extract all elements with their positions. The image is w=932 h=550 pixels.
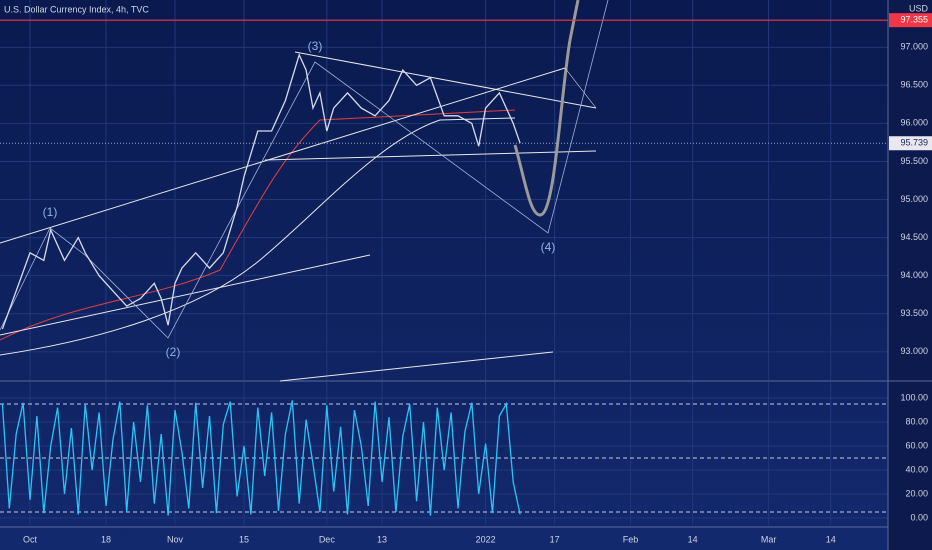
price-label-box: [889, 136, 932, 151]
trend-line: [264, 150, 597, 161]
price-label-box: [889, 13, 932, 28]
y-tick-label: 0.00: [910, 512, 928, 522]
y-tick-label: 94.000: [900, 270, 928, 280]
moving-average: [0, 117, 516, 356]
trend-line: [0, 254, 371, 336]
x-tick-label: 13: [377, 534, 387, 544]
x-tick-label: 14: [688, 534, 698, 544]
drawings: [0, 0, 609, 382]
y-tick-label: 93.000: [900, 346, 928, 356]
y-tick-label: 96.000: [900, 118, 928, 128]
projection: [513, 0, 580, 217]
wave-line: [0, 0, 609, 339]
y-tick-label: 96.500: [900, 80, 928, 90]
x-tick-label: Feb: [623, 534, 639, 544]
y-tick-label: 97.000: [900, 42, 928, 52]
moving-average: [0, 109, 516, 341]
trend-line: [0, 67, 566, 244]
wave-label: (4): [541, 240, 556, 254]
y-tick-label: 40.00: [905, 464, 928, 474]
y-tick-label: 80.00: [905, 416, 928, 426]
series-line: [1, 400, 521, 516]
y-tick-label: 94.500: [900, 232, 928, 242]
y-tick-label: 60.00: [905, 440, 928, 450]
x-tick-label: 18: [101, 534, 111, 544]
x-tick-label: Nov: [167, 534, 184, 544]
wave-label: (2): [166, 345, 181, 359]
x-tick-label: Mar: [761, 534, 777, 544]
x-tick-label: 15: [239, 534, 249, 544]
y-tick-label: 93.500: [900, 308, 928, 318]
trend-line: [294, 51, 597, 109]
wave-label: (3): [308, 39, 323, 53]
x-tick-label: 2022: [476, 534, 496, 544]
x-tick-label: Dec: [319, 534, 336, 544]
trend-line: [564, 67, 597, 109]
currency: USD: [909, 3, 929, 13]
price-label: 97.355: [900, 15, 928, 25]
chart-title: U.S. Dollar Currency Index, 4h, TVC: [4, 4, 149, 14]
y-tick-label: 20.00: [905, 488, 928, 498]
x-tick-label: 14: [826, 534, 836, 544]
x-tick-label: 17: [550, 534, 560, 544]
trend-line: [279, 351, 554, 382]
price-label: 95.739: [900, 138, 928, 148]
y-tick-label: 95.500: [900, 156, 928, 166]
series-line: [1, 52, 521, 330]
x-tick-label: Oct: [23, 534, 38, 544]
axis-background: [888, 0, 932, 550]
wave-label: (1): [43, 205, 58, 219]
y-tick-label: 100.00: [900, 392, 928, 402]
y-tick-label: 95.000: [900, 194, 928, 204]
